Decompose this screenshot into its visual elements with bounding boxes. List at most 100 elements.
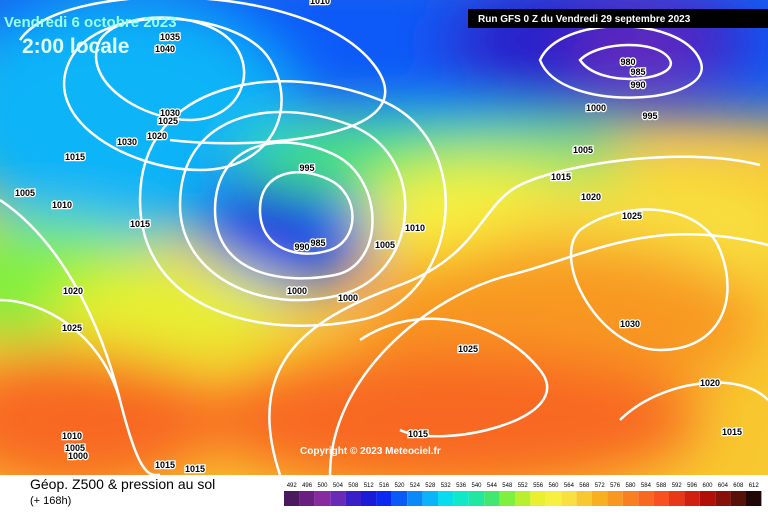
- isobar-label: 990: [294, 242, 309, 252]
- valid-date: Vendredi 6 octobre 2023: [4, 14, 177, 31]
- legend-level: 584: [641, 483, 652, 489]
- isobar-label: 980: [620, 57, 635, 67]
- isobar-label: 1005: [573, 145, 593, 155]
- isobar-label: 995: [642, 111, 657, 121]
- legend-swatch: [592, 491, 608, 506]
- run-label: Run GFS 0 Z du Vendredi 29 septembre 202…: [478, 14, 691, 25]
- isobar-label: 1005: [375, 240, 395, 250]
- isobar-label: 1030: [160, 108, 180, 118]
- legend-level: 520: [394, 483, 405, 489]
- isobar-label: 1000: [287, 286, 307, 296]
- isobar-label: 1010: [62, 431, 82, 441]
- legend-swatch: [284, 491, 300, 506]
- legend-swatch: [622, 491, 639, 506]
- legend-level: 508: [348, 483, 359, 489]
- legend-swatch: [576, 491, 592, 506]
- isobar-label: 1020: [63, 286, 83, 296]
- isobar-label: 985: [310, 238, 325, 248]
- isobar-label: 1025: [458, 344, 478, 354]
- legend-level: 568: [579, 483, 590, 489]
- legend-level: 528: [425, 483, 436, 489]
- legend-swatch: [484, 491, 500, 506]
- isobar-label: 1015: [185, 464, 205, 474]
- legend-level: 604: [718, 483, 729, 489]
- legend-swatch: [638, 491, 654, 506]
- isobar-label: 990: [630, 80, 645, 90]
- legend-level: 592: [672, 483, 683, 489]
- legend-swatch: [376, 491, 392, 506]
- legend-swatch: [314, 491, 331, 506]
- run-box: [468, 9, 768, 28]
- isobar-label: 1010: [310, 0, 330, 6]
- isobar-label: 1030: [117, 137, 137, 147]
- local-time: 2:00 locale: [22, 35, 129, 58]
- legend-level: 560: [548, 483, 559, 489]
- legend-level: 516: [379, 483, 390, 489]
- isobar-label: 1015: [130, 219, 150, 229]
- isobar-label: 1015: [65, 152, 85, 162]
- isobar-label: 1025: [62, 323, 82, 333]
- legend-level: 612: [749, 483, 760, 489]
- legend-level: 608: [733, 483, 744, 489]
- legend-swatch: [345, 491, 361, 506]
- isobar-label: 1015: [155, 460, 175, 470]
- legend-swatch: [607, 491, 623, 506]
- isobar-label: 1000: [338, 293, 358, 303]
- legend-title: Géop. Z500 & pression au sol: [30, 476, 215, 492]
- legend-level: 504: [333, 483, 344, 489]
- isobar-label: 1020: [581, 192, 601, 202]
- legend-level: 524: [410, 483, 421, 489]
- legend-level: 564: [564, 483, 575, 489]
- legend-swatch: [715, 491, 731, 506]
- isobar-label: 1005: [65, 443, 85, 453]
- legend-swatch: [330, 491, 346, 506]
- isobar-label: 1040: [155, 44, 175, 54]
- isobar-label: 1015: [551, 172, 571, 182]
- legend-swatch: [561, 491, 577, 506]
- legend-swatch: [545, 491, 562, 506]
- isobar-label: 1025: [622, 211, 642, 221]
- legend-level: 572: [595, 483, 606, 489]
- legend-level: 596: [687, 483, 698, 489]
- legend-level: 544: [487, 483, 498, 489]
- legend-level: 500: [317, 483, 328, 489]
- legend-swatch: [453, 491, 469, 506]
- isobar-label: 1000: [68, 451, 88, 461]
- legend-level: 496: [302, 483, 313, 489]
- isobar-label: 1030: [620, 319, 640, 329]
- legend-swatch: [391, 491, 408, 506]
- legend-swatch: [530, 491, 546, 506]
- legend-swatch: [499, 491, 515, 506]
- isobar-label: 995: [299, 163, 314, 173]
- legend-level: 576: [610, 483, 621, 489]
- isobar-label: 1005: [15, 188, 35, 198]
- legend-level: 552: [518, 483, 529, 489]
- legend-swatch: [730, 491, 746, 506]
- legend-level: 536: [456, 483, 467, 489]
- isobars: [0, 0, 768, 475]
- isobar-label: 1015: [722, 427, 742, 437]
- legend-level: 492: [287, 483, 298, 489]
- isobar-label: 1015: [408, 429, 428, 439]
- legend-level: 512: [364, 483, 375, 489]
- legend-level: 580: [625, 483, 636, 489]
- legend-swatch: [684, 491, 700, 506]
- legend-swatch: [407, 491, 423, 506]
- isobar-label: 985: [630, 67, 645, 77]
- isobar-label: 1020: [147, 131, 167, 141]
- isobar-label: 1020: [700, 378, 720, 388]
- legend-swatch: [468, 491, 485, 506]
- isobar-label: 1035: [160, 32, 180, 42]
- legend-swatch: [422, 491, 438, 506]
- isobar-label: 1010: [405, 223, 425, 233]
- legend-level: 532: [441, 483, 452, 489]
- legend-level: 548: [502, 483, 513, 489]
- isobar-label: 1025: [158, 116, 178, 126]
- legend-level: 588: [656, 483, 667, 489]
- legend-swatch: [438, 491, 454, 506]
- copyright: Copyright © 2023 Meteociel.fr: [300, 446, 441, 457]
- legend-swatch: [746, 491, 762, 506]
- legend-swatch: [653, 491, 669, 506]
